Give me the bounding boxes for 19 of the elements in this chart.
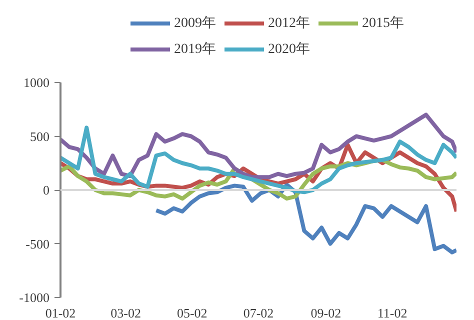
legend-label: 2012年 bbox=[268, 14, 310, 32]
x-tick-label: 07-02 bbox=[243, 306, 274, 320]
line-series bbox=[154, 182, 456, 254]
y-tick-label: 500 bbox=[30, 128, 50, 144]
x-tick-label: 03-02 bbox=[110, 306, 141, 320]
legend-label: 2020年 bbox=[268, 40, 310, 58]
y-tick-label: -1000 bbox=[19, 290, 50, 305]
y-tick-label: 0 bbox=[43, 182, 50, 198]
legend-label: 2009年 bbox=[174, 14, 216, 32]
legend-label: 2015年 bbox=[362, 14, 404, 32]
y-tick-label: 1000 bbox=[24, 75, 50, 90]
x-tick-label: 01-02 bbox=[45, 306, 76, 320]
x-tick-label: 05-02 bbox=[176, 306, 208, 320]
legend-label: 2019年 bbox=[174, 40, 216, 58]
line-series bbox=[60, 126, 456, 194]
line-series bbox=[60, 112, 456, 180]
x-tick-label: 11-02 bbox=[377, 306, 408, 320]
x-tick-label: 09-02 bbox=[310, 306, 342, 320]
y-tick-label: -500 bbox=[26, 236, 50, 252]
